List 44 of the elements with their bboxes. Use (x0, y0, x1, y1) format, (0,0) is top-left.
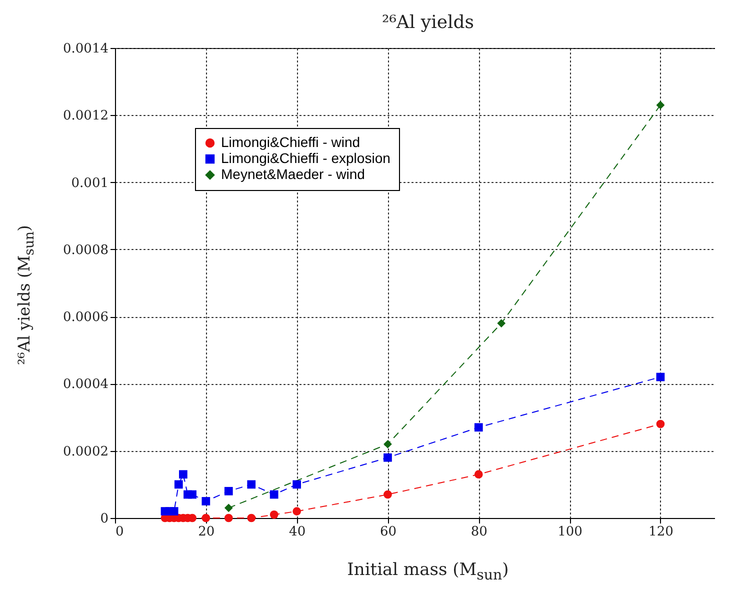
point (474, 423, 483, 432)
point (384, 490, 392, 499)
point (292, 507, 301, 516)
point (202, 514, 210, 522)
point (270, 510, 278, 519)
chart-title: ²⁶Al yields (380, 12, 475, 33)
x-tick-label: 0 (116, 524, 124, 540)
point (224, 486, 233, 496)
point (224, 504, 233, 512)
y-tick-label: 0.001 (71, 176, 108, 191)
point (474, 470, 483, 479)
legend-label: Meynet&Maeder - wind (221, 166, 365, 182)
y-tick-label: 0.0012 (63, 108, 108, 124)
x-axis-title: Initial mass (M$_{sun}$) (346, 560, 510, 584)
point (292, 480, 301, 489)
x-tick-label: 120 (648, 524, 674, 540)
point (497, 319, 506, 328)
y-tick-label: 0.0004 (63, 377, 108, 392)
x-tick-label: 80 (470, 524, 488, 540)
point (247, 514, 256, 522)
y-tick-label: 0.0008 (63, 242, 108, 258)
point (384, 453, 392, 462)
point (202, 497, 210, 506)
point (247, 480, 256, 489)
point (384, 440, 392, 448)
y-tick-label: 0.0002 (63, 444, 108, 460)
point (224, 514, 233, 522)
point (656, 100, 665, 110)
point (188, 490, 196, 499)
point (170, 507, 178, 516)
point (656, 420, 665, 428)
y-tick-label: 0 (100, 512, 108, 526)
point (174, 480, 183, 489)
point (179, 470, 188, 479)
legend-label: Limongi&Chieffi - wind (221, 134, 360, 150)
y-tick-label: 0.0014 (63, 42, 108, 56)
x-tick-label: 60 (380, 524, 396, 540)
x-tick-label: 20 (198, 524, 215, 540)
y-tick-label: 0.0006 (63, 310, 108, 326)
x-tick-label: 40 (289, 524, 306, 540)
point (270, 490, 278, 499)
point (656, 372, 665, 382)
legend-label: Limongi&Chieffi - explosion (221, 150, 390, 166)
x-tick-label: 100 (558, 524, 582, 540)
